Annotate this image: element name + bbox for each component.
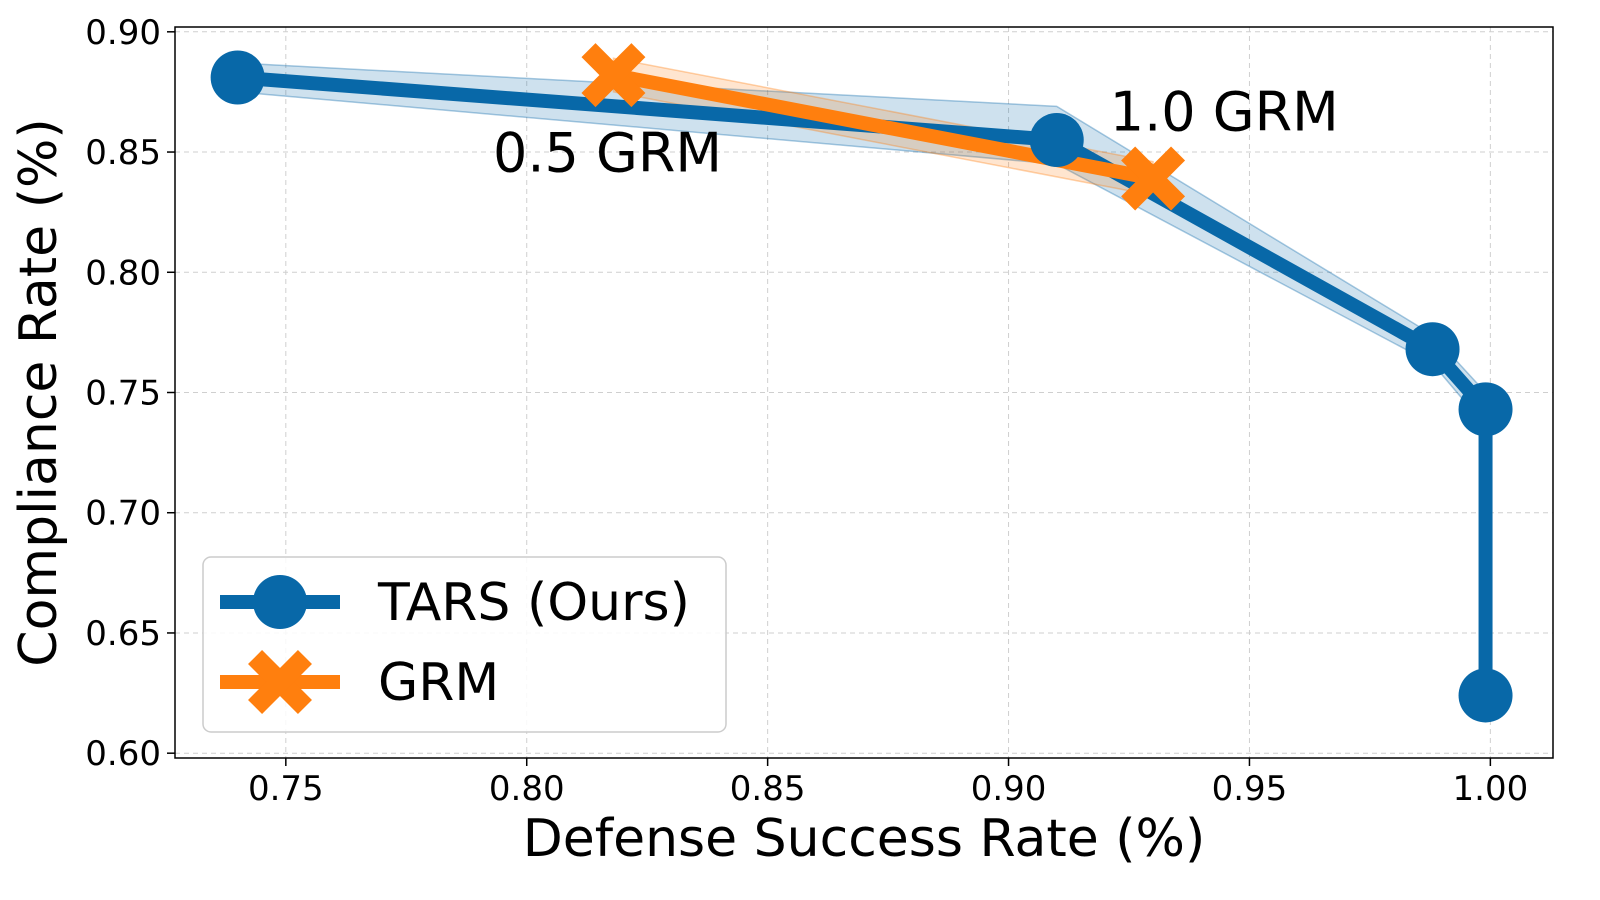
annotations: 0.5 GRM 1.0 GRM bbox=[493, 80, 1339, 184]
confidence-band bbox=[236, 62, 1487, 710]
annotation-label: 0.5 GRM bbox=[493, 121, 722, 184]
x-tick-label: 0.95 bbox=[1212, 769, 1288, 809]
legend-items: TARS (Ours) GRM bbox=[220, 573, 690, 714]
y-tick-label: 0.75 bbox=[85, 374, 161, 414]
data-point bbox=[1458, 382, 1513, 437]
y-axis-label: Compliance Rate (%) bbox=[9, 118, 69, 666]
series-markers bbox=[210, 43, 1513, 723]
data-point bbox=[1458, 668, 1513, 723]
legend-label: GRM bbox=[378, 653, 499, 713]
data-point bbox=[1121, 146, 1186, 211]
x-tick-label: 1.00 bbox=[1453, 769, 1529, 809]
x-axis-label: Defense Success Rate (%) bbox=[523, 809, 1206, 869]
legend-label: TARS (Ours) bbox=[377, 573, 690, 633]
data-point bbox=[1029, 113, 1084, 168]
legend: TARS (Ours) GRM bbox=[202, 556, 727, 733]
y-tick-label: 0.85 bbox=[85, 133, 161, 173]
legend-item: GRM bbox=[220, 650, 499, 714]
y-tick-label: 0.70 bbox=[85, 494, 161, 534]
legend-item: TARS (Ours) bbox=[220, 573, 690, 633]
y-tick-label: 0.65 bbox=[85, 614, 161, 654]
annotation-label: 1.0 GRM bbox=[1110, 80, 1339, 143]
data-point bbox=[1405, 322, 1460, 377]
legend-swatch-marker bbox=[253, 575, 307, 629]
data-point bbox=[581, 43, 646, 108]
y-tick-label: 0.90 bbox=[85, 13, 161, 53]
legend-swatch-marker bbox=[248, 650, 312, 714]
y-tick-label: 0.60 bbox=[85, 734, 161, 774]
y-tick-label: 0.80 bbox=[85, 253, 161, 293]
data-point bbox=[210, 50, 265, 105]
axis-ticks: 0.75 0.80 0.85 0.90 0.95 1.00 0.60 0.65 0.70 0.75… bbox=[85, 13, 1528, 809]
x-tick-label: 0.85 bbox=[730, 769, 806, 809]
x-tick-label: 0.75 bbox=[248, 769, 324, 809]
x-tick-label: 0.90 bbox=[971, 769, 1047, 809]
x-tick-label: 0.80 bbox=[489, 769, 565, 809]
